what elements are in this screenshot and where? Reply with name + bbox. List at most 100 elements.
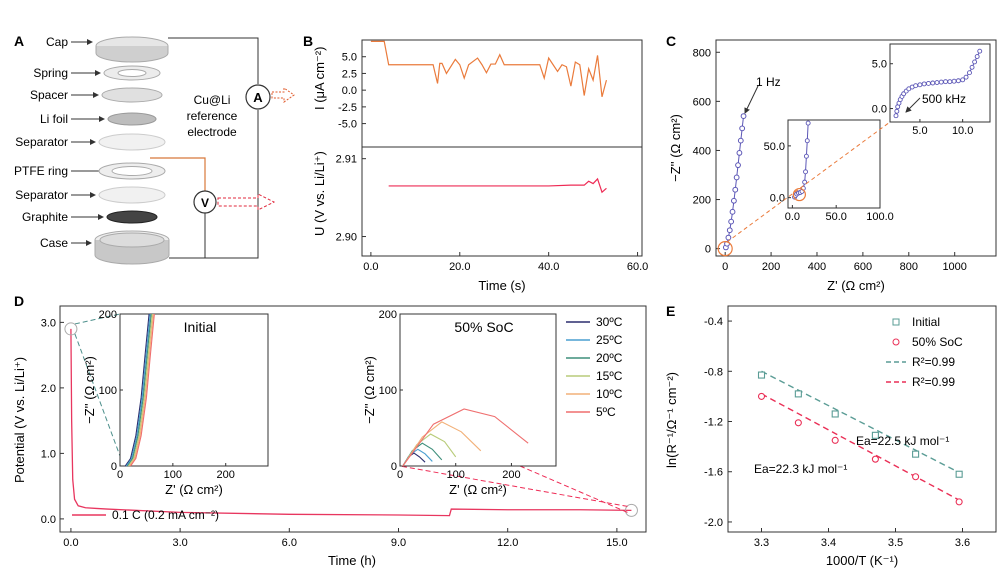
annotation-500khz: 500 kHz bbox=[922, 92, 966, 106]
legend-label: 30ºC bbox=[596, 315, 623, 329]
y-tick-label: 200 bbox=[693, 195, 711, 207]
inset-point bbox=[951, 78, 957, 84]
zoom-circle bbox=[792, 187, 806, 202]
y-tick-label: 2.90 bbox=[336, 232, 357, 244]
initial-point bbox=[912, 450, 920, 458]
x-tick-label: 5.0 bbox=[912, 125, 927, 137]
graphite-component bbox=[106, 210, 158, 224]
annotation-arrow bbox=[744, 85, 759, 114]
fit-line-0 bbox=[761, 370, 963, 475]
ref-label-2: reference bbox=[187, 109, 238, 123]
nyquist-point bbox=[728, 218, 735, 225]
legend-label: 0.1 C (0.2 mA cm⁻²) bbox=[112, 508, 219, 522]
arrow-to-voltage bbox=[217, 193, 276, 211]
b-y-axis-label: U (V vs. Li/Li⁺) bbox=[312, 151, 327, 236]
voltage-plot: 2.91 2.90 0.0 20.0 40.0 60.0 Time (s) bbox=[336, 154, 649, 293]
x-tick-label: 200 bbox=[217, 469, 235, 481]
inset-point bbox=[893, 113, 899, 119]
inset-x-label: Z' (Ω cm²) bbox=[449, 482, 507, 497]
inset-y-label: −Z'' (Ω cm²) bbox=[362, 356, 377, 424]
nyquist-point bbox=[725, 234, 732, 241]
component-labels: Cap Spring Spacer Li foil Separator PTFE ring… bbox=[14, 35, 109, 250]
soc-point bbox=[871, 455, 879, 463]
y-tick-label: 0 bbox=[705, 244, 711, 256]
current-series-line bbox=[370, 40, 608, 97]
soc-point bbox=[912, 473, 920, 481]
inset-series-4 bbox=[129, 313, 154, 467]
legend-label: 10ºC bbox=[596, 387, 623, 401]
inset-point bbox=[917, 82, 923, 88]
ammeter-symbol: A bbox=[245, 84, 271, 110]
inset-point bbox=[974, 54, 980, 60]
e-y-axis-label: ln(R⁻¹/Ω⁻¹ cm⁻²) bbox=[664, 372, 679, 468]
nyquist-point bbox=[731, 197, 737, 204]
y-tick-label: 800 bbox=[693, 47, 711, 59]
c-y-axis-label: −Z'' (Ω cm²) bbox=[668, 114, 683, 182]
nyquist-point bbox=[739, 125, 746, 132]
y-tick-label: 0.0 bbox=[41, 514, 56, 526]
b-y-axis-label-top: I (μA cm⁻²) bbox=[312, 47, 327, 110]
y-tick-label: -2.5 bbox=[338, 102, 357, 114]
current-plot: 5.0 2.5 0.0 -2.5 -5.0 bbox=[338, 40, 608, 131]
soc-point bbox=[757, 392, 766, 400]
x-tick-label: 15.0 bbox=[606, 537, 627, 549]
x-tick-label: 600 bbox=[854, 261, 872, 273]
component-label: PTFE ring bbox=[14, 164, 68, 178]
inset-series-2 bbox=[126, 313, 152, 467]
zoom-connector bbox=[519, 465, 628, 513]
component-label: Case bbox=[40, 236, 68, 250]
ptfe-ring-component bbox=[98, 162, 166, 180]
y-tick-label: 2.5 bbox=[342, 68, 357, 80]
inset-point bbox=[947, 79, 953, 85]
component-label: Separator bbox=[15, 188, 68, 202]
initial-point bbox=[757, 371, 766, 379]
y-tick-label: 50.0 bbox=[764, 141, 785, 153]
inset-point bbox=[803, 169, 808, 175]
inset-point bbox=[943, 79, 949, 85]
x-tick-label: 50.0 bbox=[825, 211, 846, 223]
nyquist-point bbox=[726, 227, 733, 234]
inset-point bbox=[955, 78, 961, 84]
inset-y-label: −Z'' (Ω cm²) bbox=[82, 356, 97, 424]
zoom-connector bbox=[399, 465, 628, 507]
inset-point bbox=[963, 74, 969, 80]
zoom-circle bbox=[717, 241, 733, 257]
x-tick-label: 800 bbox=[900, 261, 918, 273]
inset-series-0 bbox=[124, 313, 150, 467]
initial-point bbox=[831, 410, 839, 418]
y-tick-label: 2.91 bbox=[336, 154, 357, 166]
legend-label: 15ºC bbox=[596, 369, 623, 383]
nyquist-inset-highfreq: 0.0 5.0 5.0 10.0 500 kHz bbox=[872, 43, 991, 137]
y-tick-label: 200 bbox=[379, 309, 397, 321]
x-tick-label: 60.0 bbox=[627, 261, 648, 273]
d-x-axis-label: Time (h) bbox=[328, 553, 376, 568]
x-tick-label: 0.0 bbox=[363, 261, 378, 273]
y-tick-label: 0.0 bbox=[342, 85, 357, 97]
inset-point bbox=[926, 80, 931, 86]
x-tick-label: 1000 bbox=[942, 261, 966, 273]
inset-point bbox=[969, 64, 975, 70]
nyquist-point bbox=[737, 137, 744, 144]
legend-label: Initial bbox=[912, 315, 940, 329]
x-tick-label: 40.0 bbox=[538, 261, 559, 273]
legend-label: R²=0.99 bbox=[912, 355, 955, 369]
temperature-legend: 30ºC 25ºC 20ºC 15ºC 10ºC 5ºC bbox=[566, 315, 623, 419]
panel-b-label: B bbox=[303, 33, 313, 49]
component-label: Li foil bbox=[40, 112, 68, 126]
inset-point bbox=[803, 153, 809, 159]
separator-bottom-component bbox=[98, 186, 166, 204]
y-tick-label: 0 bbox=[391, 461, 397, 473]
nyquist-point bbox=[740, 113, 747, 119]
voltmeter-symbol: V bbox=[193, 190, 217, 214]
initial-point bbox=[871, 431, 879, 439]
panel-b: B 5.0 2.5 0.0 -2.5 -5.0 2.91 2.90 0.0 20.0 40.0 6… bbox=[303, 33, 648, 293]
e-x-axis-label: 1000/T (K⁻¹) bbox=[826, 553, 898, 568]
inset-frame bbox=[399, 313, 557, 467]
spacer-component bbox=[101, 87, 163, 103]
x-tick-label: 100 bbox=[164, 469, 182, 481]
inset-frame bbox=[787, 119, 881, 209]
inset-series-5 bbox=[402, 408, 529, 467]
y-tick-label: -2.0 bbox=[704, 517, 723, 529]
x-tick-label: 100.0 bbox=[866, 211, 894, 223]
inset-point bbox=[804, 138, 810, 144]
